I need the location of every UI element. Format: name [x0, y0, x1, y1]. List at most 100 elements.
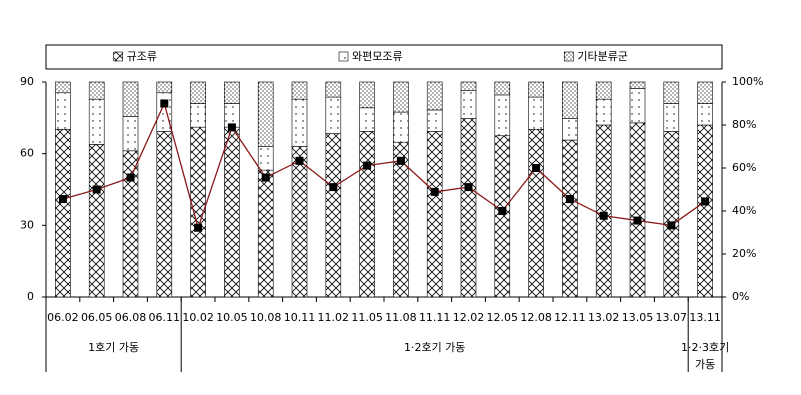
bar-segment [156, 81, 173, 94]
y2-tick-label: 40% [732, 204, 756, 217]
x-tick-label: 06.08 [115, 311, 147, 324]
bar-segment [426, 109, 443, 132]
bar-segment [460, 81, 477, 91]
bar-segment [257, 146, 274, 171]
bar-segment [190, 81, 206, 104]
line-marker [565, 195, 574, 204]
line-marker [498, 207, 507, 215]
bar-segment [697, 103, 713, 126]
bar-segment [224, 126, 240, 298]
group-label: 1호기 가동 [88, 341, 139, 354]
legend-label: 규조류 [127, 50, 157, 63]
bar-segment [325, 133, 342, 298]
y2-tick-label: 0% [732, 290, 749, 303]
line-marker [701, 197, 710, 206]
legend-box [45, 44, 723, 70]
group-label: 가동 [695, 358, 715, 371]
bar-segment [460, 90, 477, 119]
line-marker [261, 173, 270, 182]
bar-segment [528, 81, 544, 98]
y-tick-label: 0 [27, 290, 34, 303]
line-marker [295, 156, 304, 165]
bar-segment [460, 118, 477, 298]
bar-segment [663, 81, 680, 104]
y2-tick-label: 20% [732, 247, 756, 260]
bar-segment [156, 92, 173, 132]
bar-segment [359, 131, 375, 298]
bar-segment [156, 131, 173, 298]
x-tick-label: 13.05 [622, 311, 654, 324]
x-tick-label: 06.11 [149, 311, 181, 324]
line-marker [430, 187, 439, 196]
bar-segment [55, 129, 71, 298]
legend-swatch [564, 51, 574, 62]
bar-segment [55, 92, 71, 130]
bar-segment [562, 118, 578, 141]
bar-segment [426, 81, 443, 111]
x-tick-label: 06.05 [81, 311, 113, 324]
legend-label: 와편모조류 [352, 50, 403, 63]
line [62, 101, 706, 230]
bar-segment [88, 98, 105, 145]
bar-segment [562, 139, 578, 298]
bar-segment [190, 103, 206, 128]
legend-label: 기타분류군 [577, 50, 628, 63]
bar-segment [88, 81, 105, 100]
x-tick-label: 11.11 [419, 311, 451, 324]
bar-segment [325, 81, 342, 98]
bar-segment [359, 81, 375, 109]
group-label: 1·2호기 가동 [404, 341, 465, 354]
y-tick-label: 90 [20, 75, 34, 88]
bar-segment [291, 146, 308, 298]
bar-segment [528, 129, 544, 298]
line-marker [194, 223, 203, 232]
line-marker [126, 173, 135, 182]
bar-segment [426, 131, 443, 298]
legend-swatch [113, 51, 123, 62]
bar-segment [122, 150, 139, 298]
line-marker [363, 161, 372, 170]
bar-segment [595, 124, 612, 298]
x-tick-label: 12.05 [487, 311, 519, 324]
bar-segment [393, 81, 409, 113]
bar-segment [257, 169, 274, 298]
bar-segment [629, 88, 646, 124]
x-tick-label: 13.02 [588, 311, 620, 324]
group-label: 1·2·3호기 [681, 341, 729, 354]
bar-segment [629, 81, 646, 89]
line-marker [532, 164, 541, 172]
line-marker [92, 185, 101, 194]
bar-segment [291, 81, 308, 100]
bar-segment [663, 103, 680, 132]
x-tick-label: 11.02 [318, 311, 350, 324]
bar-segment [257, 81, 274, 147]
x-tick-label: 11.05 [351, 311, 383, 324]
bar-segment [562, 81, 578, 119]
bar-segment [55, 81, 71, 94]
bar-segment [697, 81, 713, 104]
bar-segment [629, 122, 646, 298]
bar-segment [663, 131, 680, 298]
x-tick-label: 06.02 [47, 311, 79, 324]
x-tick-label: 12.08 [520, 311, 552, 324]
line-marker [58, 195, 67, 204]
y2-tick-label: 60% [732, 161, 756, 174]
line-marker [396, 156, 405, 165]
x-tick-label: 10.08 [250, 311, 282, 324]
x-tick-label: 11.08 [385, 311, 417, 324]
y-tick-label: 30 [20, 218, 34, 231]
bar-segment [291, 98, 308, 147]
line-marker [329, 183, 338, 192]
bar-segment [494, 135, 511, 298]
line-marker [633, 216, 642, 225]
legend-swatch [338, 51, 349, 62]
line-marker [464, 183, 473, 192]
x-tick-label: 10.02 [182, 311, 214, 324]
x-tick-label: 10.05 [216, 311, 248, 324]
bar-segment [494, 94, 511, 137]
x-tick-label: 12.02 [453, 311, 485, 324]
bar-segment [528, 96, 544, 130]
bar-segment [122, 81, 139, 117]
bar-segment [494, 81, 511, 96]
x-tick-label: 10.11 [284, 311, 316, 324]
